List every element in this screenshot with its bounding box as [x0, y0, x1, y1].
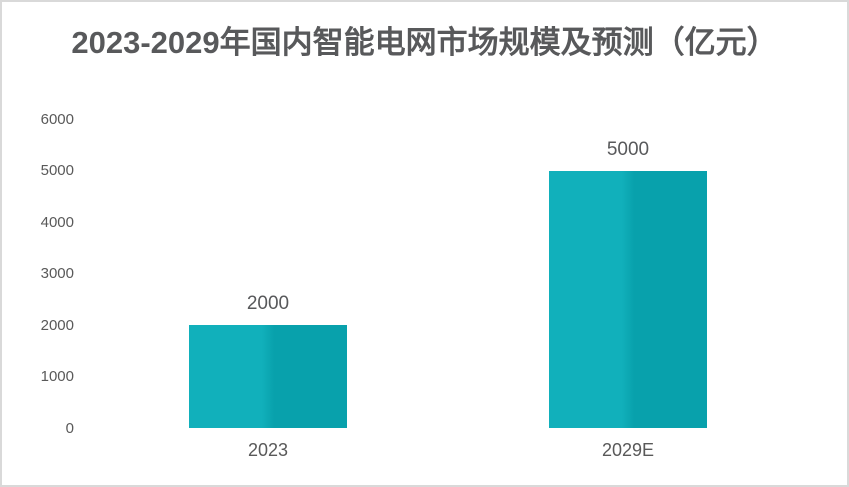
y-axis-tick-label: 1000 [40, 368, 74, 386]
chart-title: 2023-2029年国内智能电网市场规模及预测（亿元） [71, 25, 778, 60]
y-axis-tick-label: 2000 [40, 316, 74, 334]
y-axis-tick-label: 6000 [40, 111, 74, 128]
bar-value-label: 5000 [606, 138, 650, 160]
bar-value-label: 2000 [246, 293, 290, 315]
x-axis-label-2029E: 2029E [601, 440, 655, 460]
x-axis-label-2023: 2023 [247, 440, 289, 460]
y-axis-tick-label: 4000 [40, 213, 74, 231]
y-axis-tick-label: 5000 [40, 162, 74, 180]
y-axis-tick-label: 3000 [40, 265, 74, 283]
bar-2029E [549, 170, 707, 428]
bar-2023 [189, 325, 347, 428]
y-axis-tick-label: 0 [65, 419, 74, 437]
